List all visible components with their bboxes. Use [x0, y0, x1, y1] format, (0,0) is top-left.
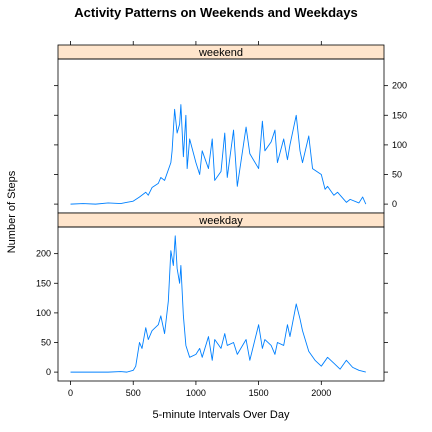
y-tick-label: 50: [41, 338, 51, 348]
x-tick-label: 0: [68, 388, 73, 398]
y-tick-label: 50: [392, 170, 402, 180]
panel-weekday: weekday 0 50 100 150 200: [36, 213, 388, 381]
chart-title: Activity Patterns on Weekends and Weekda…: [74, 5, 357, 20]
y-tick-label: 0: [46, 367, 51, 377]
panel-border-weekend: [58, 59, 384, 213]
y-tick-label: 0: [392, 199, 397, 209]
strip-label-weekday: weekday: [198, 215, 243, 227]
x-tick-label: 2000: [311, 388, 331, 398]
x-tick-label: 500: [126, 388, 141, 398]
y-axis-label: Number of Steps: [6, 170, 18, 253]
x-tick-label: 1000: [186, 388, 206, 398]
series-line-weekday: [71, 236, 366, 372]
x-tick-label: 1500: [249, 388, 269, 398]
y-tick-label: 200: [36, 249, 51, 259]
panel-weekend: weekend 0 50 100 150 200: [54, 45, 407, 213]
y-tick-label: 200: [392, 81, 407, 91]
series-line-weekend: [71, 105, 366, 205]
y-tick-label: 150: [36, 278, 51, 288]
panel-border-weekday: [58, 227, 384, 381]
strip-label-weekend: weekend: [198, 47, 243, 59]
x-axis-label: 5-minute Intervals Over Day: [153, 409, 290, 421]
y-tick-label: 150: [392, 110, 407, 120]
y-tick-label: 100: [392, 140, 407, 150]
y-tick-label: 100: [36, 308, 51, 318]
